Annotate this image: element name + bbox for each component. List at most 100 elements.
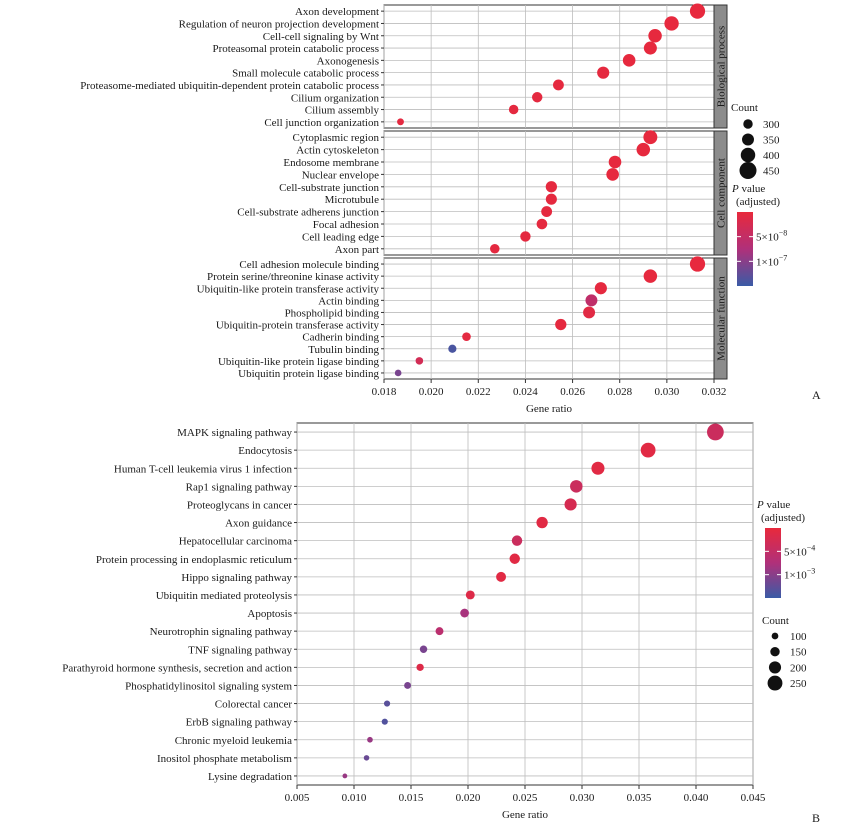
- y-tick-label: Endosome membrane: [283, 157, 379, 169]
- panel-label: B: [812, 811, 820, 825]
- size-legend-dot: [770, 646, 780, 657]
- color-legend-label: 5×10−8: [756, 229, 787, 244]
- size-legend-dot: [739, 161, 757, 180]
- y-tick-label: Lysine degradation: [208, 771, 293, 783]
- y-tick-label: Actin binding: [318, 295, 379, 307]
- color-legend-bar: [737, 212, 753, 286]
- data-point: [570, 480, 583, 493]
- data-point: [381, 718, 388, 725]
- facet-strip-label: Cell component: [716, 158, 728, 228]
- y-tick-label: Small molecule catabolic process: [232, 68, 379, 80]
- data-point: [553, 79, 564, 91]
- data-point: [594, 282, 607, 295]
- size-legend-dot: [743, 119, 753, 129]
- size-legend-title: Count: [762, 615, 789, 627]
- size-legend-dot: [771, 632, 779, 640]
- data-point: [640, 442, 656, 458]
- size-legend-label: 450: [763, 166, 780, 178]
- x-tick-label: 0.020: [419, 386, 444, 398]
- data-point: [397, 118, 404, 126]
- y-tick-label: Inositol phosphate metabolism: [157, 753, 292, 765]
- panel-label: A: [812, 388, 821, 402]
- size-legend-label: 400: [763, 150, 780, 162]
- y-tick-label: Endocytosis: [238, 445, 292, 457]
- color-legend-title: P value: [756, 499, 790, 511]
- data-point: [591, 461, 605, 475]
- facet-strip-label: Biological process: [716, 26, 728, 108]
- x-tick-label: 0.035: [627, 792, 652, 804]
- data-point: [435, 627, 444, 636]
- y-tick-label: Proteasomal protein catabolic process: [213, 43, 379, 55]
- y-tick-label: Phosphatidylinositol signaling system: [125, 680, 292, 692]
- data-point: [664, 16, 679, 31]
- color-legend-label: 5×10−4: [784, 543, 815, 558]
- data-point: [706, 423, 724, 441]
- x-tick-label: 0.030: [570, 792, 595, 804]
- data-point: [460, 608, 469, 618]
- y-tick-label: Proteoglycans in cancer: [187, 499, 292, 511]
- y-tick-label: Chronic myeloid leukemia: [175, 735, 292, 747]
- data-point: [508, 104, 519, 115]
- y-tick-label: Protein serine/threonine kinase activity: [207, 271, 379, 283]
- data-point: [342, 773, 348, 779]
- size-legend-dot: [740, 147, 756, 163]
- x-tick-label: 0.026: [560, 386, 585, 398]
- size-legend-dot: [768, 661, 782, 674]
- data-point: [585, 294, 598, 307]
- y-tick-label: Cilium assembly: [305, 105, 380, 117]
- y-tick-label: Cell-substrate junction: [279, 182, 379, 194]
- y-tick-label: Cell leading edge: [302, 231, 379, 243]
- panel-b: MAPK signaling pathway Endocytosis Human T…: [62, 422, 820, 825]
- y-tick-label: Tubulin binding: [308, 344, 379, 356]
- y-tick-label: Regulation of neuron projection developm…: [179, 18, 379, 30]
- y-tick-label: Cell-cell signaling by Wnt: [263, 31, 379, 43]
- y-tick-label: Axon part: [335, 244, 379, 256]
- y-tick-label: Ubiquitin-protein transferase activity: [216, 320, 380, 332]
- data-point: [363, 755, 370, 761]
- y-tick-label: Actin cytoskeleton: [296, 145, 379, 157]
- x-tick-label: 0.032: [702, 386, 727, 398]
- y-tick-label: Rap1 signaling pathway: [186, 481, 293, 493]
- data-point: [520, 231, 531, 242]
- color-legend-title: P value: [731, 183, 765, 195]
- y-tick-label: Ubiquitin-like protein ligase binding: [218, 356, 380, 368]
- facet-strip-label: Molecular function: [716, 276, 728, 361]
- data-point: [394, 369, 402, 377]
- x-tick-label: 0.005: [285, 792, 310, 804]
- color-legend-label: 1×10−3: [784, 567, 815, 582]
- size-legend-label: 200: [790, 662, 807, 674]
- data-point: [367, 736, 373, 743]
- x-tick-label: 0.025: [513, 792, 538, 804]
- data-point: [465, 590, 475, 600]
- data-point: [404, 681, 412, 689]
- size-legend-title: Count: [731, 102, 758, 114]
- data-point: [648, 29, 662, 43]
- facet-strip: [713, 4, 728, 129]
- data-point: [416, 663, 424, 672]
- data-point: [583, 306, 596, 319]
- size-legend-label: 250: [790, 678, 807, 690]
- y-tick-label: Axonogenesis: [317, 55, 379, 67]
- y-tick-label: Ubiquitin-like protein transferase activ…: [197, 283, 380, 295]
- x-tick-label: 0.045: [741, 792, 766, 804]
- data-point: [536, 218, 548, 230]
- data-point: [496, 571, 507, 582]
- data-point: [689, 3, 706, 19]
- y-tick-label: Cadherin binding: [302, 332, 379, 344]
- y-tick-label: Human T-cell leukemia virus 1 infection: [114, 463, 293, 475]
- y-tick-label: Axon development: [295, 6, 379, 18]
- size-legend-label: 350: [763, 135, 780, 147]
- data-point: [643, 130, 658, 145]
- facet-panel: [383, 4, 715, 129]
- y-tick-label: Hepatocellular carcinoma: [179, 536, 292, 548]
- size-legend-label: 100: [790, 631, 807, 643]
- y-tick-label: Protein processing in endoplasmic reticu…: [96, 554, 293, 566]
- data-point: [689, 256, 706, 272]
- y-tick-label: Apoptosis: [247, 608, 292, 620]
- data-point: [511, 535, 523, 546]
- size-legend-label: 150: [790, 647, 807, 659]
- x-axis-title: Gene ratio: [526, 403, 573, 415]
- data-point: [545, 193, 557, 205]
